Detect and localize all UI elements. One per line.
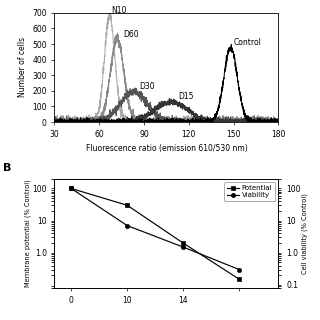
Y-axis label: Cell viability (% Control): Cell viability (% Control) — [302, 193, 308, 274]
Text: B: B — [3, 163, 12, 173]
Text: D60: D60 — [123, 29, 139, 38]
Y-axis label: Number of cells: Number of cells — [18, 37, 27, 98]
Line: Potential: Potential — [69, 186, 241, 281]
Text: Control: Control — [234, 38, 261, 47]
Text: N10: N10 — [111, 6, 126, 15]
Potential — [237, 277, 241, 281]
Legend: Potential, Viability: Potential, Viability — [224, 182, 275, 201]
Potential — [181, 241, 185, 245]
Viability — [125, 224, 129, 228]
Text: D30: D30 — [140, 82, 155, 91]
Potential — [69, 187, 73, 190]
Text: D15: D15 — [178, 92, 194, 101]
Y-axis label: Membrane potential (% Control): Membrane potential (% Control) — [24, 180, 31, 287]
X-axis label: Fluorescence ratio (emission 610/530 nm): Fluorescence ratio (emission 610/530 nm) — [85, 144, 247, 153]
Viability — [237, 268, 241, 271]
Viability — [181, 245, 185, 249]
Viability — [69, 187, 73, 190]
Line: Viability: Viability — [69, 186, 241, 272]
Potential — [125, 203, 129, 207]
